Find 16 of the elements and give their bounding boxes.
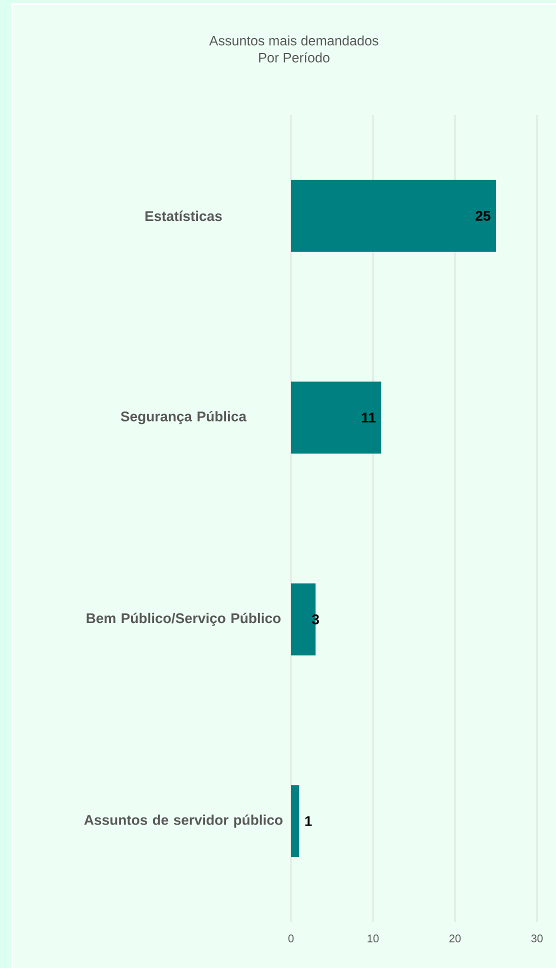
data-label: 1 [305,816,312,826]
chart-subtitle: Por Período [259,52,330,62]
y-tick-label: Assuntos de servidor público [84,814,282,828]
x-tick-label: 30 [531,934,543,942]
y-tick-label: Bem Público/Serviço Público [86,612,281,626]
chart-title: Assuntos mais demandados [209,36,378,46]
bar [290,785,300,858]
x-tick-label: 20 [449,934,461,942]
data-label: 11 [362,412,376,422]
x-tick-label: 0 [288,934,294,942]
bar [290,180,496,252]
bar [290,382,382,454]
y-tick-label: Estatísticas [145,210,222,222]
data-label: 25 [476,210,490,221]
x-tick-label: 10 [368,934,379,942]
y-tick-label: Segurança Pública [120,411,247,424]
